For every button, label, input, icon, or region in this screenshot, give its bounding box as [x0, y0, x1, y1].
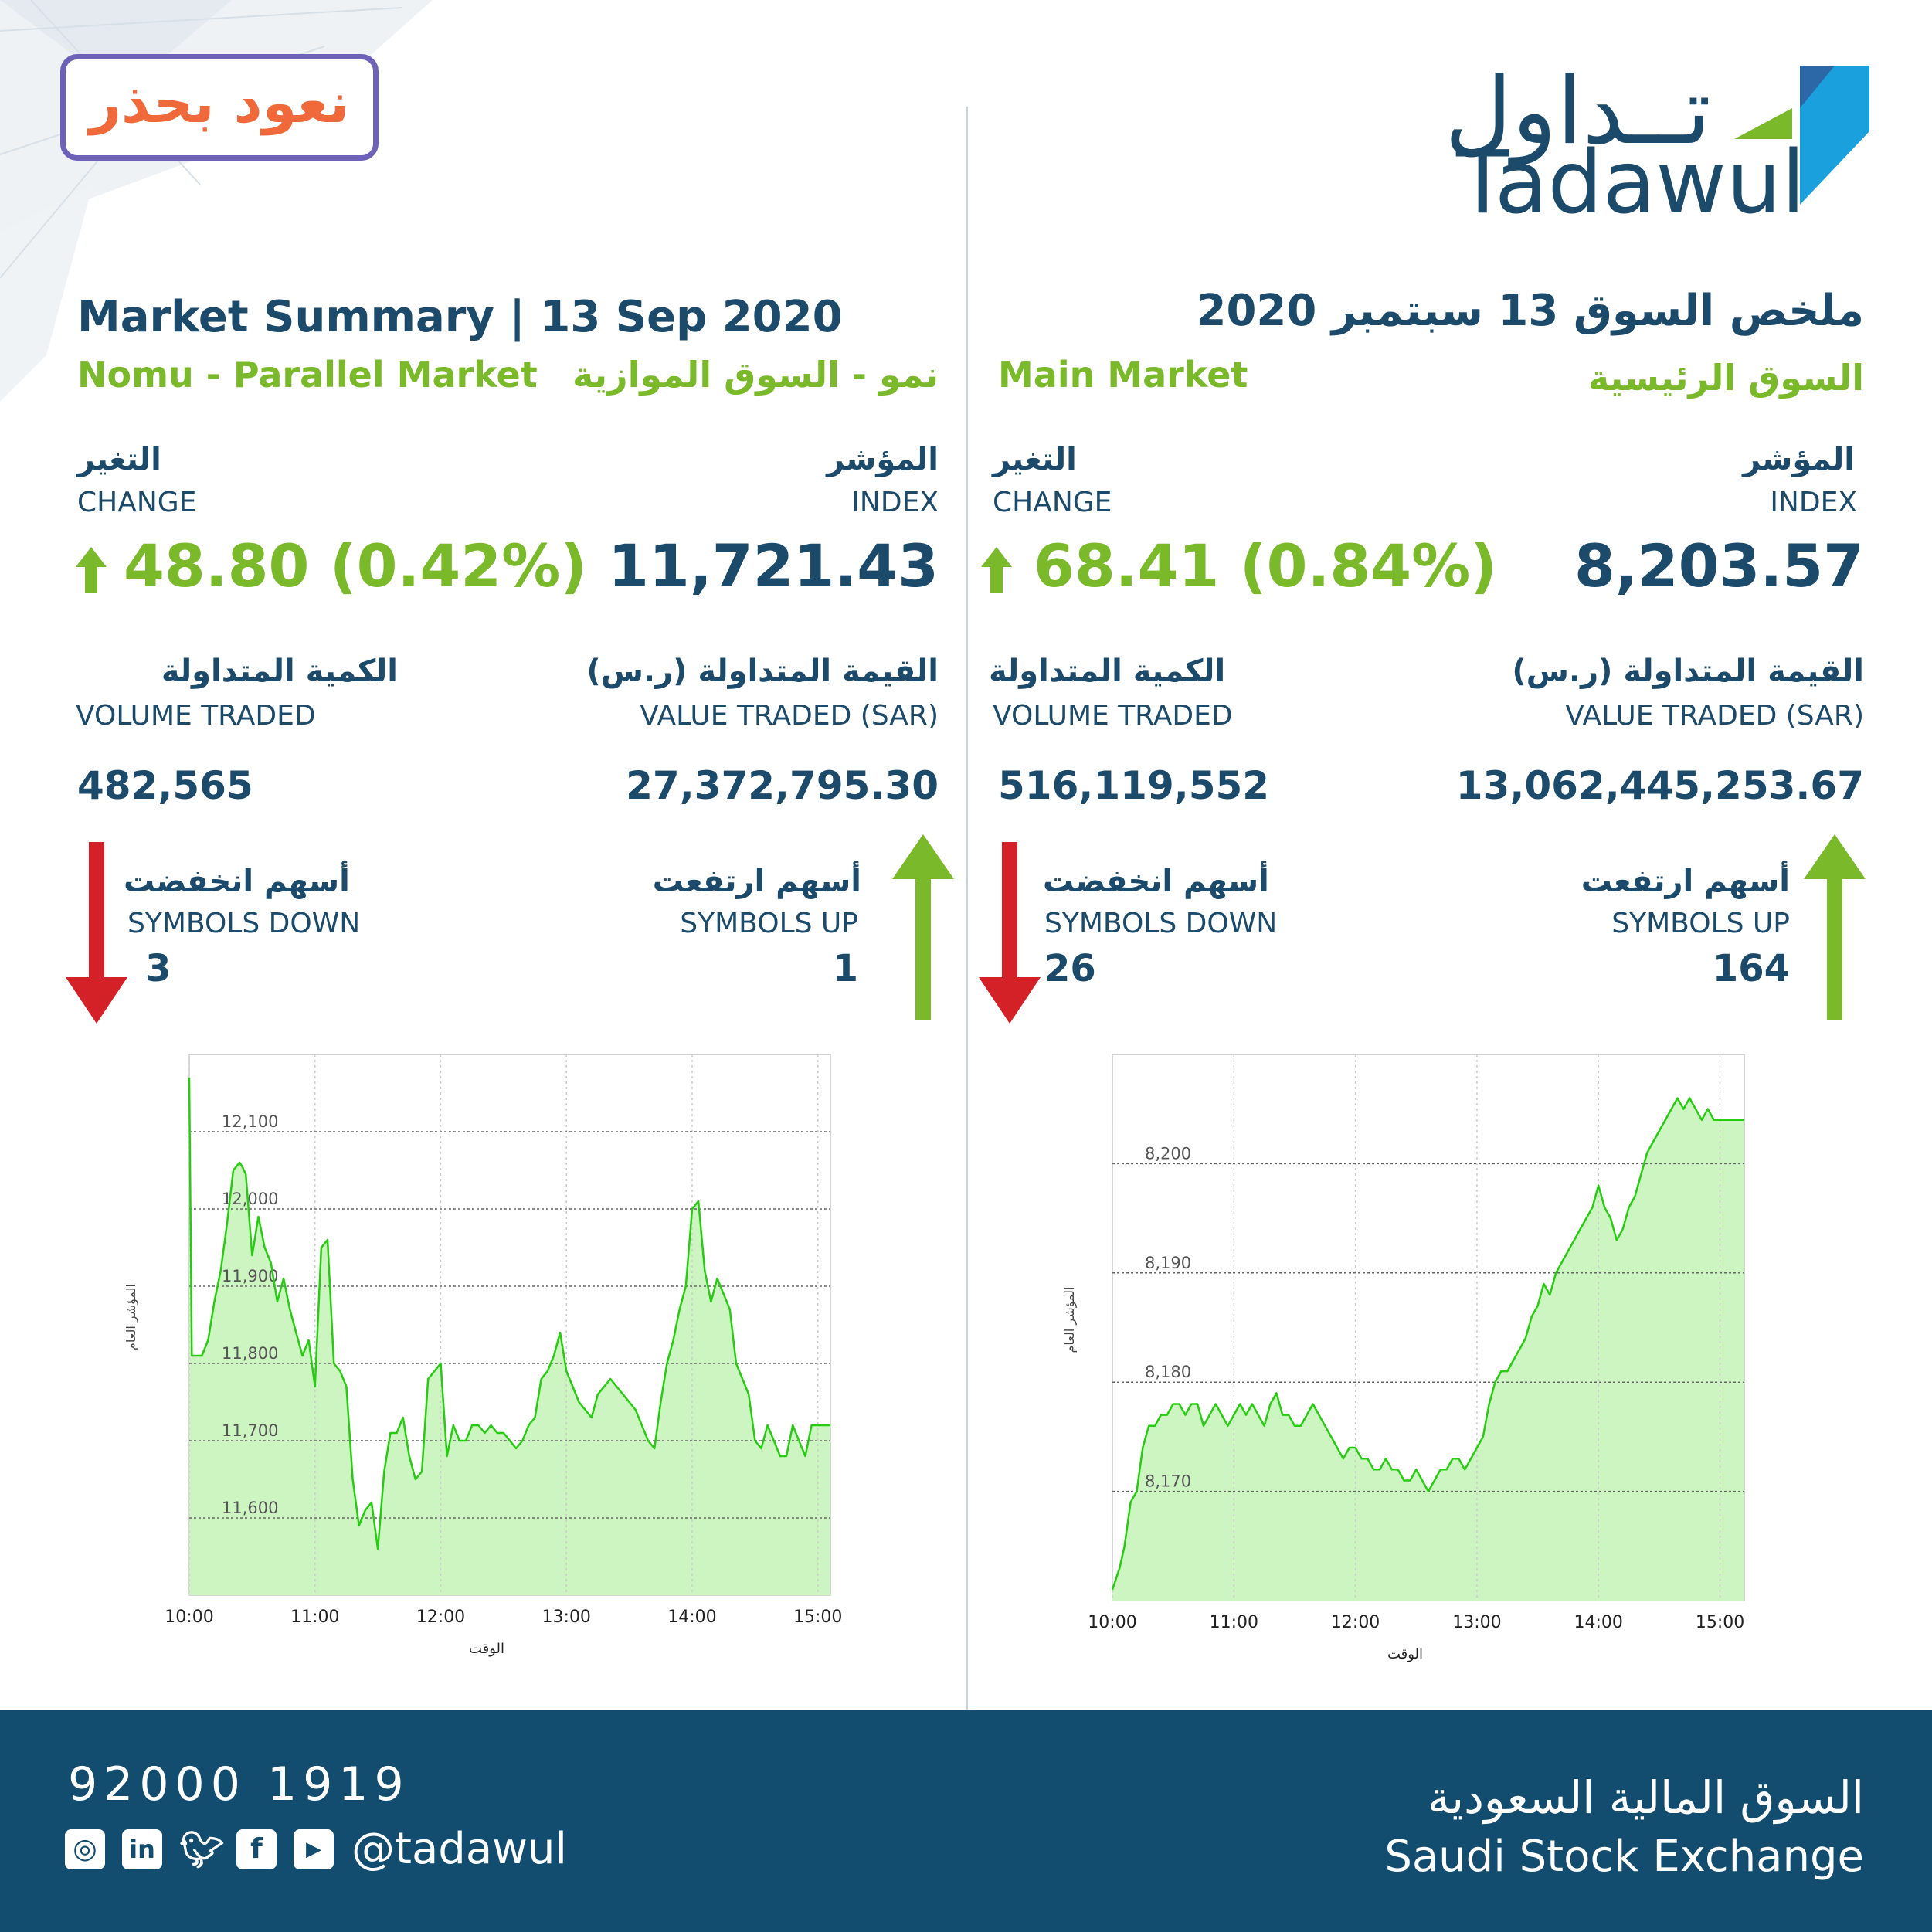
left-symbols-up-arrow-icon: [892, 834, 954, 1020]
chart-1-series-line: [1111, 1097, 1744, 1591]
nomu-index-chart: 10:00 11:00 12:00 13:00 14:00 15:00 11,600 11,7…: [124, 1054, 1745, 1662]
chart-1-x-tick-label: 10:00: [1088, 1613, 1136, 1632]
left-market-ar: نمو - السوق الموازية: [572, 354, 939, 396]
right-change-label-en: CHANGE: [993, 487, 1112, 518]
left-value-traded-label-en: VALUE TRADED (SAR): [640, 700, 939, 732]
right-change-up-arrow-icon: [981, 547, 1012, 593]
right-symbols-up-label-en: SYMBOLS UP: [1611, 908, 1790, 939]
footer-name-en: Saudi Stock Exchange: [1384, 1832, 1864, 1882]
chart-0-series-line: [188, 1077, 830, 1550]
logo-arabic-text: تــداول: [1445, 58, 1712, 165]
chart-1-x-tick-label: 12:00: [1331, 1613, 1380, 1632]
right-title: ملخص السوق 13 سبتمبر 2020: [1196, 286, 1865, 336]
right-symbols-up-value: 164: [1712, 947, 1790, 990]
left-index-value: 11,721.43: [608, 531, 939, 600]
chart-1-x-tick-label: 11:00: [1210, 1613, 1258, 1632]
footer-name-ar: السوق المالية السعودية: [1427, 1771, 1864, 1824]
chart-0-x-tick-label: 15:00: [793, 1608, 842, 1627]
chart-1-y-axis-label: المؤشر العام: [1062, 1287, 1078, 1353]
chart-0-y-tick-label: 11,600: [222, 1499, 278, 1517]
chart-1-x-tick-label: 14:00: [1574, 1613, 1623, 1632]
left-title: Market Summary | 13 Sep 2020: [77, 292, 843, 342]
chart-1-y-tick-label: 8,200: [1145, 1144, 1191, 1163]
right-change-label-ar: التغير: [993, 442, 1077, 477]
chart-1-x-tick-label: 13:00: [1452, 1613, 1501, 1632]
chart-0-y-tick-label: 11,900: [222, 1267, 278, 1285]
left-symbols-down-label-en: SYMBOLS DOWN: [127, 908, 361, 939]
chart-0: 10:00 11:00 12:00 13:00 14:00 15:00 11,600 11,7…: [124, 1054, 842, 1657]
right-value-traded-label-en: VALUE TRADED (SAR): [1565, 700, 1864, 732]
left-change-up-arrow-icon: [76, 547, 107, 593]
chart-1: 10:00 11:00 12:00 13:00 14:00 15:00 8,170 8,180…: [1062, 1054, 1745, 1662]
right-volume-label-ar: الكمية المتداولة: [989, 654, 1226, 689]
left-volume-label-ar: الكمية المتداولة: [161, 654, 398, 689]
right-symbols-down-label-ar: أسهم انخفضت: [1043, 864, 1269, 899]
left-value-traded-label-ar: القيمة المتداولة (ر.س): [586, 654, 939, 689]
right-symbols-up-arrow-icon: [1804, 834, 1866, 1020]
right-symbols-down-label-en: SYMBOLS DOWN: [1044, 908, 1278, 939]
chart-0-y-tick-label: 11,700: [222, 1421, 278, 1440]
right-volume-label-en: VOLUME TRADED: [993, 700, 1233, 732]
youtube-icon[interactable]: ▶: [294, 1829, 334, 1869]
chart-0-y-axis-label: المؤشر العام: [124, 1284, 139, 1350]
right-market-ar: السوق الرئيسية: [1587, 357, 1864, 399]
right-index-value: 8,203.57: [1574, 531, 1864, 600]
chart-1-x-tick-label: 15:00: [1696, 1613, 1744, 1632]
footer: 92000 1919 ◎ in 🐦︎ f ▶ @tadawul السوق ال…: [0, 1710, 1932, 1932]
right-symbols-down-value: 26: [1044, 947, 1096, 990]
left-index-label-en: INDEX: [851, 487, 939, 518]
left-index-label-ar: المؤشر: [827, 442, 939, 477]
footer-phone: 92000 1919: [68, 1757, 410, 1811]
chart-0-x-tick-label: 13:00: [542, 1608, 591, 1627]
chart-1-y-tick-label: 8,180: [1145, 1363, 1191, 1381]
left-change-label-ar: التغير: [77, 442, 161, 477]
left-volume-value: 482,565: [77, 763, 253, 808]
right-change-value: 68.41 (0.84%): [1034, 531, 1497, 600]
left-symbols-up-value: 1: [832, 947, 858, 990]
left-volume-label-en: VOLUME TRADED: [76, 700, 316, 732]
chart-0-x-tick-label: 12:00: [416, 1608, 465, 1627]
left-change-value: 48.80 (0.42%): [124, 531, 587, 600]
chart-1-y-tick-label: 8,170: [1145, 1472, 1191, 1491]
chart-0-x-tick-label: 11:00: [290, 1608, 339, 1627]
facebook-icon[interactable]: f: [236, 1829, 277, 1869]
footer-handle[interactable]: @tadawul: [351, 1824, 567, 1874]
right-index-label-ar: المؤشر: [1743, 442, 1855, 477]
right-index-label-en: INDEX: [1770, 487, 1857, 518]
left-market-en: Nomu - Parallel Market: [77, 354, 538, 396]
chart-1-x-axis-label: الوقت: [1387, 1646, 1423, 1662]
chart-0-area: [189, 1078, 830, 1595]
logo-english-text: Tadawul: [1456, 133, 1805, 233]
left-symbols-up-label-en: SYMBOLS UP: [680, 908, 858, 939]
twitter-icon[interactable]: 🐦︎: [179, 1828, 225, 1870]
left-value-traded-value: 27,372,795.30: [626, 763, 939, 808]
campaign-badge: نعود بحذر: [60, 54, 379, 161]
left-symbols-down-arrow-icon: [66, 842, 127, 1024]
right-value-traded-label-ar: القيمة المتداولة (ر.س): [1512, 654, 1864, 689]
chart-0-x-tick-label: 14:00: [667, 1608, 716, 1627]
left-symbols-down-label-ar: أسهم انخفضت: [124, 864, 350, 899]
linkedin-icon[interactable]: in: [122, 1829, 162, 1869]
right-symbols-down-arrow-icon: [979, 842, 1041, 1024]
right-market-en: Main Market: [998, 354, 1248, 396]
chart-0-x-axis-label: الوقت: [469, 1641, 504, 1657]
center-divider: [966, 107, 968, 1713]
chart-0-y-tick-label: 12,100: [222, 1112, 278, 1131]
chart-0-x-tick-label: 10:00: [165, 1608, 213, 1627]
campaign-badge-text: نعود بحذر: [89, 70, 350, 135]
chart-0-y-tick-label: 11,800: [222, 1344, 278, 1363]
left-symbols-up-label-ar: أسهم ارتفعت: [652, 864, 861, 899]
chart-1-y-tick-label: 8,190: [1145, 1254, 1191, 1272]
tadawul-logo-icon: [1734, 66, 1869, 205]
right-symbols-up-label-ar: أسهم ارتفعت: [1581, 864, 1790, 899]
right-value-traded-value: 13,062,445,253.67: [1455, 763, 1864, 808]
right-volume-value: 516,119,552: [998, 763, 1270, 808]
instagram-icon[interactable]: ◎: [65, 1829, 105, 1869]
left-symbols-down-value: 3: [145, 947, 171, 990]
left-change-label-en: CHANGE: [77, 487, 197, 518]
chart-1-area: [1112, 1098, 1744, 1601]
